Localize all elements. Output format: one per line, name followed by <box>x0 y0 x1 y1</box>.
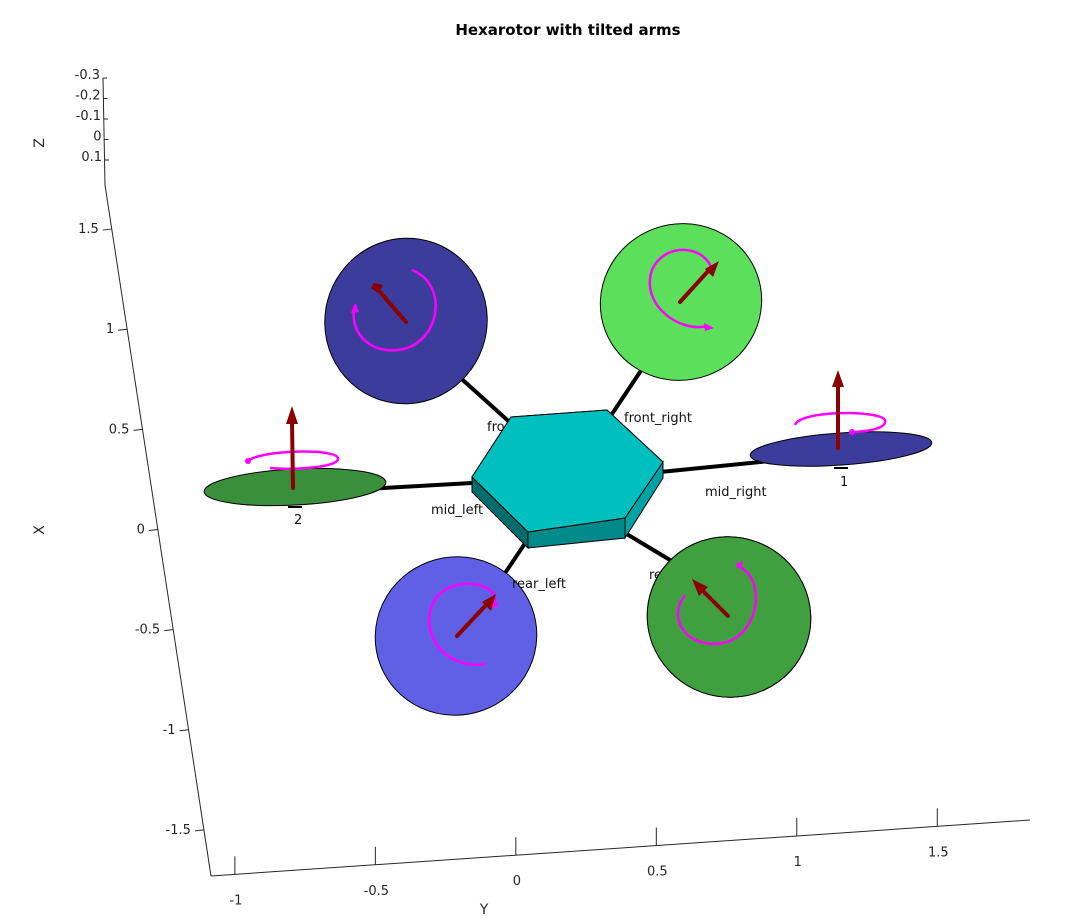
z-axis-line <box>102 77 106 186</box>
label-rear-left: rear_left <box>512 577 566 592</box>
thrust-arrow-shaft-rear-left <box>455 602 489 638</box>
thrust-arrow-shaft-front-left <box>378 290 408 324</box>
y-ticks: -1 -0.5 0 0.5 1 1.5 <box>229 808 949 908</box>
x-tick-mark <box>194 829 204 832</box>
spin-indicator-mid-left <box>247 450 340 470</box>
y-axis-line <box>210 819 1031 877</box>
chart-title: Hexarotor with tilted arms <box>455 21 680 39</box>
spin-arrowhead-rear-left <box>491 599 499 608</box>
label-front-right: front_right <box>624 411 692 426</box>
spin-arrowhead-rear-right-front <box>735 561 743 569</box>
thrust-arrowhead-mid-left <box>286 406 298 424</box>
x-tick-label: 0.5 <box>109 422 130 437</box>
spin-indicator-front-left <box>352 268 437 352</box>
x-tick-mark <box>118 328 128 331</box>
label-mid-right: mid_right <box>705 485 767 500</box>
thrust-arrowhead-rear-right-front <box>692 579 708 596</box>
x-tick-label: -1.5 <box>166 823 191 838</box>
z-ticks: -0.3 -0.2 -0.1 0 0.1 <box>75 68 109 165</box>
y-tick-label: 0.5 <box>647 865 668 880</box>
spin-marker-mid-right <box>849 429 855 435</box>
rotor-disc-mid-right <box>749 431 933 467</box>
x-tick-mark <box>179 729 189 732</box>
body-top-front <box>471 409 664 533</box>
y-tick-label: -1 <box>229 893 242 908</box>
label-mid-left: mid_left <box>431 503 483 518</box>
x-tick-mark <box>133 428 143 431</box>
thrust-arrowhead-front-left <box>371 283 383 293</box>
thrust-arrow-shaft-mid-left <box>290 420 295 490</box>
z-tick-label: -0.1 <box>76 109 101 124</box>
thrust-arrow-shaft-rear-right-front <box>698 586 730 618</box>
x-tick-label: -1 <box>163 723 176 738</box>
thrust-arrowhead-rear-left <box>482 594 496 611</box>
y-tick-label: 1 <box>794 855 802 870</box>
arm-front-left <box>453 371 517 429</box>
x-tick-label: -0.5 <box>135 623 160 638</box>
z-tick-label: 0.1 <box>81 150 102 165</box>
spin-indicator-mid-right <box>793 411 887 434</box>
spin-indicator-rear-left <box>428 582 497 667</box>
x-axis-line <box>104 184 212 877</box>
x-tick-label: 1 <box>106 322 114 337</box>
x-ticks: -1.5 -1 -0.5 0 0.5 1 1.5 <box>78 222 204 838</box>
x-tick-mark <box>102 228 112 231</box>
y-tick-label: -0.5 <box>364 884 389 899</box>
y-tick-label: 0 <box>513 874 521 889</box>
thrust-arrow-shaft-front-right <box>678 267 712 304</box>
x-tick-mark <box>164 629 174 632</box>
x-axis-label: X <box>32 525 48 535</box>
spin-arrowhead-front-left <box>351 303 359 313</box>
y-tick-label: 1.5 <box>928 845 949 860</box>
rotor-disc-mid-left <box>203 467 387 507</box>
z-tick-label: -0.3 <box>75 68 100 83</box>
thrust-arrowhead-front-right <box>705 261 719 277</box>
x-tick-mark <box>148 529 158 531</box>
spin-indicator-front-right <box>648 248 715 329</box>
spin-indicator-rear-right-front <box>676 564 758 645</box>
axes: -1.5-1-0.500.511.5 -1-0.500.511.5 -0.3-0… <box>32 68 1031 918</box>
y-axis-label: Y <box>479 902 489 918</box>
spin-arrowhead-front-right <box>704 323 714 331</box>
thrust-arrowhead-mid-right <box>832 370 844 387</box>
z-tick-label: 0 <box>93 130 101 145</box>
rear-right-overlay <box>676 561 758 645</box>
rotor-number-1: 1 <box>840 475 848 490</box>
spin-marker-mid-left <box>245 458 251 464</box>
rotor-number-2: 2 <box>294 513 302 528</box>
x-tick-label: 1.5 <box>78 222 99 237</box>
z-axis-label: Z <box>32 138 48 148</box>
z-tick-label: -0.2 <box>75 89 100 104</box>
x-tick-label: 0 <box>137 522 145 537</box>
